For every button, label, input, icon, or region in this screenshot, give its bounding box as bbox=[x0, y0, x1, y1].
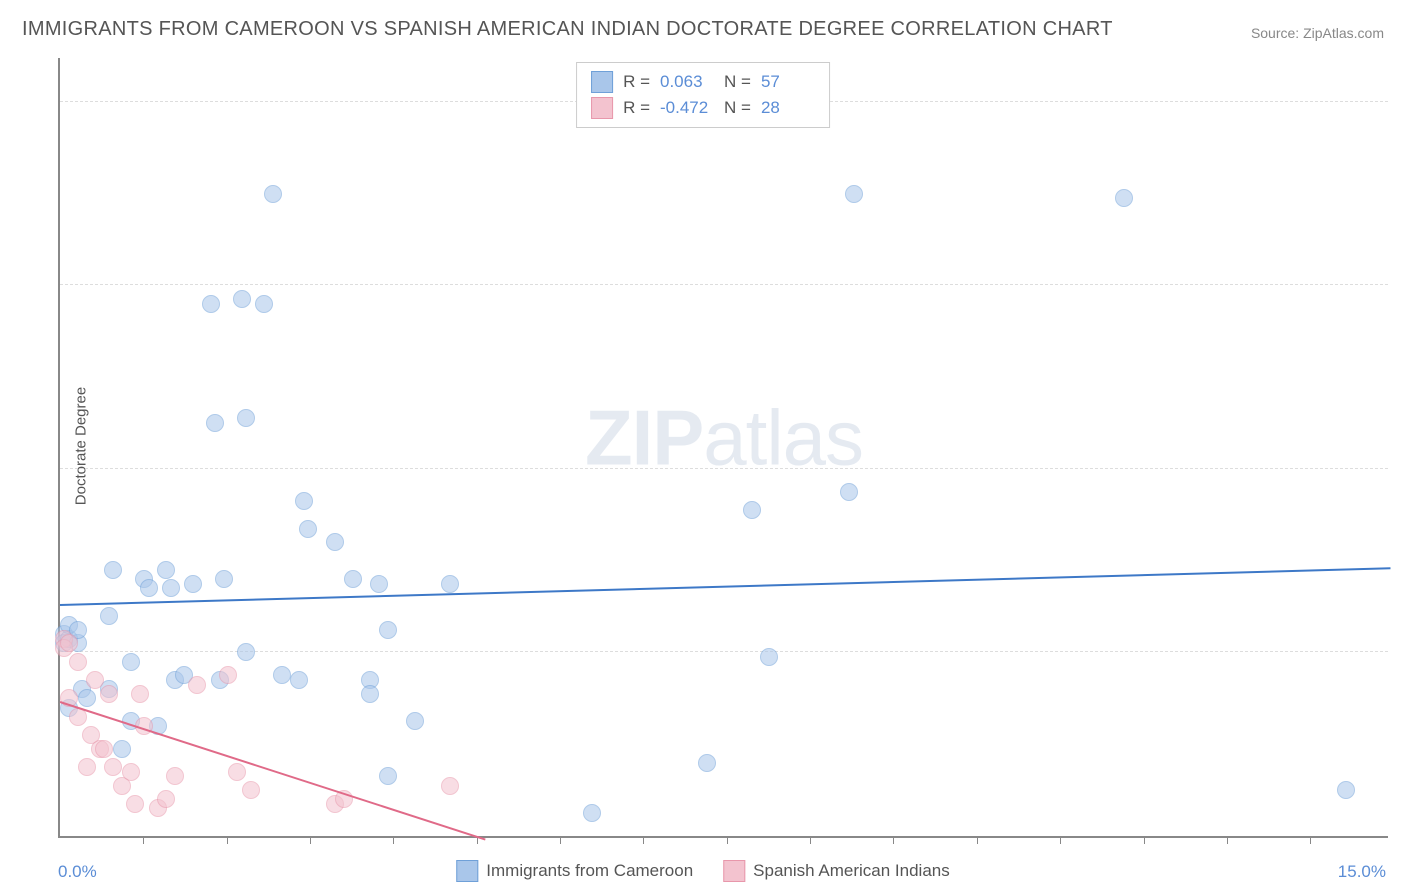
legend-label: Spanish American Indians bbox=[753, 861, 950, 881]
x-tick-mark bbox=[310, 836, 311, 844]
data-point bbox=[290, 671, 308, 689]
data-point bbox=[104, 561, 122, 579]
x-tick-mark bbox=[893, 836, 894, 844]
gridline bbox=[60, 651, 1388, 652]
gridline bbox=[60, 468, 1388, 469]
n-label: N = bbox=[724, 98, 751, 118]
legend-item: Immigrants from Cameroon bbox=[456, 860, 693, 882]
data-point bbox=[264, 185, 282, 203]
data-point bbox=[104, 758, 122, 776]
data-point bbox=[162, 579, 180, 597]
data-point bbox=[206, 414, 224, 432]
data-point bbox=[60, 634, 78, 652]
x-tick-mark bbox=[1227, 836, 1228, 844]
data-point bbox=[166, 767, 184, 785]
x-tick-mark bbox=[727, 836, 728, 844]
stats-legend: R = 0.063 N = 57 R = -0.472 N = 28 bbox=[576, 62, 830, 128]
data-point bbox=[78, 758, 96, 776]
gridline bbox=[60, 284, 1388, 285]
data-point bbox=[202, 295, 220, 313]
data-point bbox=[441, 777, 459, 795]
data-point bbox=[698, 754, 716, 772]
data-point bbox=[1337, 781, 1355, 799]
data-point bbox=[845, 185, 863, 203]
x-tick-mark bbox=[393, 836, 394, 844]
chart-plot-area: 2.0%4.0%6.0%8.0% ZIPatlas bbox=[58, 58, 1388, 838]
x-tick-start: 0.0% bbox=[58, 862, 97, 882]
data-point bbox=[760, 648, 778, 666]
data-point bbox=[344, 570, 362, 588]
data-point bbox=[441, 575, 459, 593]
data-point bbox=[295, 492, 313, 510]
data-point bbox=[237, 643, 255, 661]
x-tick-mark bbox=[227, 836, 228, 844]
data-point bbox=[228, 763, 246, 781]
legend-swatch bbox=[456, 860, 478, 882]
r-label: R = bbox=[623, 98, 650, 118]
x-tick-end: 15.0% bbox=[1338, 862, 1386, 882]
data-point bbox=[113, 740, 131, 758]
stats-row: R = -0.472 N = 28 bbox=[591, 95, 815, 121]
data-point bbox=[237, 409, 255, 427]
n-label: N = bbox=[724, 72, 751, 92]
x-tick-mark bbox=[1060, 836, 1061, 844]
data-point bbox=[122, 653, 140, 671]
data-point bbox=[840, 483, 858, 501]
x-tick-mark bbox=[1310, 836, 1311, 844]
data-point bbox=[379, 621, 397, 639]
data-point bbox=[1115, 189, 1133, 207]
data-point bbox=[370, 575, 388, 593]
x-tick-mark bbox=[1144, 836, 1145, 844]
data-point bbox=[100, 685, 118, 703]
data-point bbox=[406, 712, 424, 730]
data-point bbox=[78, 689, 96, 707]
r-value: 0.063 bbox=[660, 72, 714, 92]
data-point bbox=[583, 804, 601, 822]
data-point bbox=[273, 666, 291, 684]
n-value: 57 bbox=[761, 72, 815, 92]
legend-item: Spanish American Indians bbox=[723, 860, 950, 882]
data-point bbox=[219, 666, 237, 684]
legend-swatch bbox=[723, 860, 745, 882]
data-point bbox=[69, 653, 87, 671]
data-point bbox=[95, 740, 113, 758]
legend-label: Immigrants from Cameroon bbox=[486, 861, 693, 881]
source-label: Source: ZipAtlas.com bbox=[1251, 25, 1384, 41]
trend-line bbox=[60, 568, 1390, 607]
data-point bbox=[131, 685, 149, 703]
data-point bbox=[188, 676, 206, 694]
data-point bbox=[743, 501, 761, 519]
data-point bbox=[379, 767, 397, 785]
r-value: -0.472 bbox=[660, 98, 714, 118]
x-tick-mark bbox=[560, 836, 561, 844]
data-point bbox=[157, 790, 175, 808]
data-point bbox=[100, 607, 118, 625]
n-value: 28 bbox=[761, 98, 815, 118]
series-legend: Immigrants from Cameroon Spanish American… bbox=[456, 860, 949, 882]
stats-row: R = 0.063 N = 57 bbox=[591, 69, 815, 95]
data-point bbox=[184, 575, 202, 593]
x-tick-mark bbox=[977, 836, 978, 844]
r-label: R = bbox=[623, 72, 650, 92]
data-point bbox=[233, 290, 251, 308]
legend-swatch bbox=[591, 71, 613, 93]
data-point bbox=[255, 295, 273, 313]
data-point bbox=[126, 795, 144, 813]
data-point bbox=[140, 579, 158, 597]
x-tick-mark bbox=[643, 836, 644, 844]
data-point bbox=[299, 520, 317, 538]
x-tick-mark bbox=[143, 836, 144, 844]
chart-title: IMMIGRANTS FROM CAMEROON VS SPANISH AMER… bbox=[22, 18, 1113, 41]
data-point bbox=[242, 781, 260, 799]
data-point bbox=[157, 561, 175, 579]
x-tick-mark bbox=[810, 836, 811, 844]
data-point bbox=[361, 685, 379, 703]
data-point bbox=[215, 570, 233, 588]
legend-swatch bbox=[591, 97, 613, 119]
data-point bbox=[122, 763, 140, 781]
data-point bbox=[326, 533, 344, 551]
